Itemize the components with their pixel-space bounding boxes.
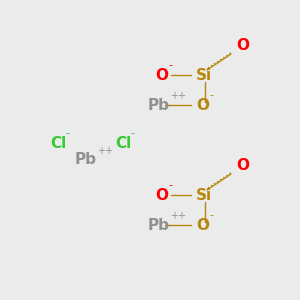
Text: -: - xyxy=(65,128,69,138)
Text: Pb: Pb xyxy=(148,98,170,112)
Text: -: - xyxy=(209,90,213,100)
Text: O: O xyxy=(236,38,249,52)
Text: O: O xyxy=(155,68,168,82)
Text: ++: ++ xyxy=(170,211,186,221)
Text: O: O xyxy=(236,158,249,172)
Text: -: - xyxy=(209,210,213,220)
Text: ++: ++ xyxy=(97,146,113,156)
Text: Cl: Cl xyxy=(50,136,66,151)
Text: ++: ++ xyxy=(170,91,186,101)
Text: Pb: Pb xyxy=(148,218,170,232)
Text: -: - xyxy=(168,180,172,190)
Text: Pb: Pb xyxy=(75,152,97,167)
Text: O: O xyxy=(155,188,168,202)
Text: Si: Si xyxy=(196,188,212,202)
Text: Si: Si xyxy=(196,68,212,82)
Text: -: - xyxy=(130,128,134,138)
Text: -: - xyxy=(168,60,172,70)
Text: O: O xyxy=(196,98,209,112)
Text: O: O xyxy=(196,218,209,232)
Text: Cl: Cl xyxy=(115,136,131,151)
